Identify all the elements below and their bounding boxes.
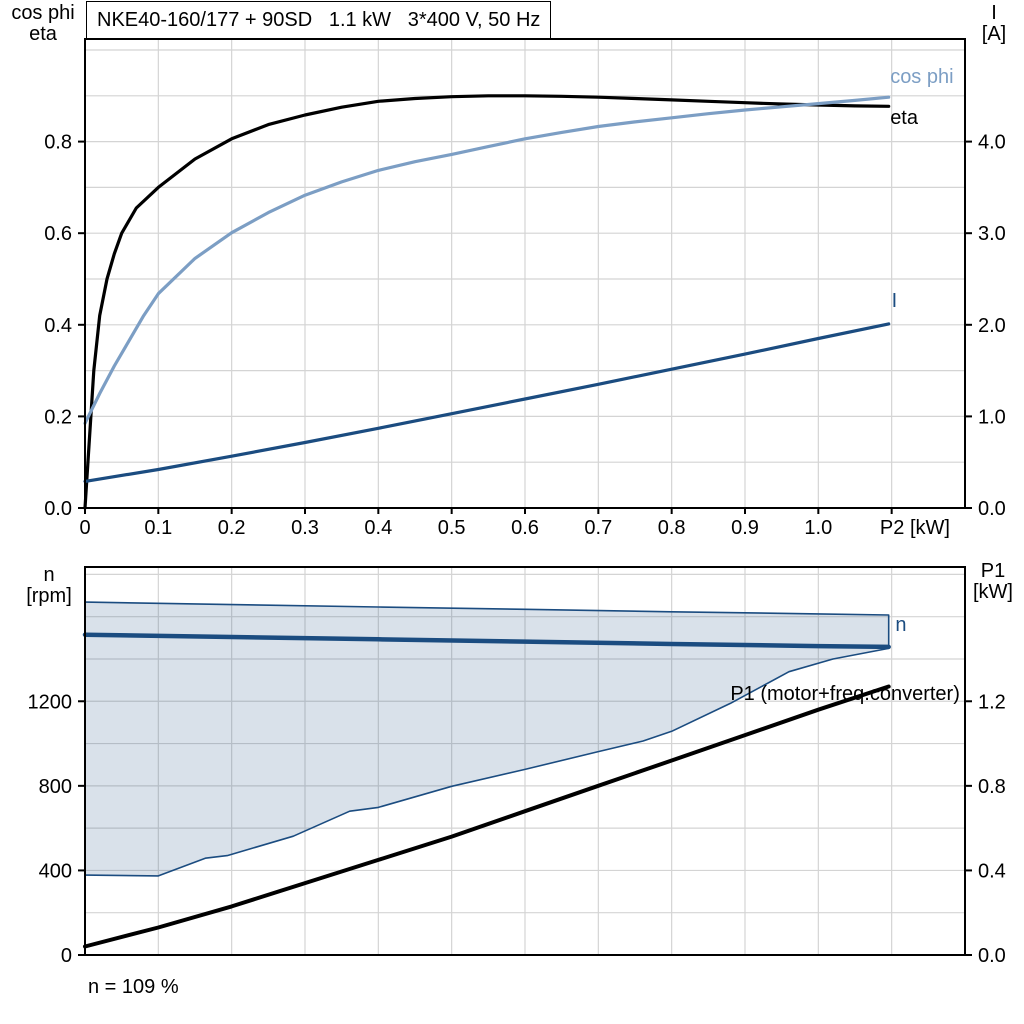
left-axis-title-bottom-chart: n [rpm]	[16, 565, 82, 607]
y-right-tick-label: 2.0	[978, 315, 1006, 337]
y-right-tick-label: 1.2	[978, 691, 1006, 713]
curve-label-cos-phi: cos phi	[890, 66, 953, 88]
curve-label-n: n	[895, 614, 906, 636]
x-tick-label: 0.6	[511, 517, 539, 539]
y-left-tick-label: 0.0	[44, 498, 72, 520]
right-axis-title-bottom-chart: P1 [kW]	[964, 561, 1022, 603]
y-right-tick-label: 3.0	[978, 223, 1006, 245]
x-tick-label: 0	[79, 517, 90, 539]
x-tick-label: 0.1	[144, 517, 172, 539]
y-left-tick-label: 0	[61, 945, 72, 967]
x-tick-label: 0.2	[218, 517, 246, 539]
y-left-tick-label: 0.2	[44, 406, 72, 428]
y-right-tick-label: 1.0	[978, 406, 1006, 428]
y-left-tick-label: 0.8	[44, 132, 72, 154]
right-axis-title-top-chart: I [A]	[968, 3, 1020, 45]
x-tick-label: 0.9	[731, 517, 759, 539]
x-tick-label: 0.3	[291, 517, 319, 539]
x-tick-label: 0.8	[658, 517, 686, 539]
chart-title: NKE40-160/177 + 90SD 1.1 kW 3*400 V, 50 …	[86, 1, 552, 39]
y-right-tick-label: 0.4	[978, 860, 1006, 882]
speed-power-chart: 0 400 800 1200 0.0 0.4 0.8 1.2 n P1 (motor+freq.c…	[28, 566, 1006, 967]
plot-frame	[84, 566, 966, 956]
y-left-tick-label: 800	[39, 776, 72, 798]
series-eta	[83, 94, 891, 510]
series-p1-motor-freq-converter-	[83, 684, 891, 949]
y-right-tick-label: 4.0	[978, 132, 1006, 154]
current-axis-label: I	[991, 2, 997, 24]
curve-label-eta: eta	[890, 107, 919, 129]
speed-percentage-note: n = 109 %	[88, 976, 179, 998]
y-right-tick-label: 0.8	[978, 776, 1006, 798]
series-cos-phi	[83, 95, 891, 425]
left-axis-title-top-chart: cos phi eta	[4, 3, 82, 45]
y-left-tick-label: 0.6	[44, 223, 72, 245]
speed-control-range-fill	[85, 602, 889, 876]
power-axis-unit: [kW]	[973, 581, 1013, 603]
x-tick-label: 0.5	[438, 517, 466, 539]
cos-phi-axis-label: cos phi	[11, 2, 75, 24]
curve-label-p1-motor-freq-converter-: P1 (motor+freq.converter)	[730, 683, 960, 705]
power-axis-label: P1	[980, 560, 1006, 582]
series-i	[83, 322, 891, 483]
y-right-tick-label: 0.0	[978, 498, 1006, 520]
x-tick-label: 0.7	[584, 517, 612, 539]
speed-axis-label: n	[43, 564, 55, 586]
series-n	[82, 632, 891, 650]
y-left-tick-label: 1200	[28, 691, 73, 713]
x-tick-label: 0.4	[364, 517, 392, 539]
eta-axis-label: eta	[29, 23, 57, 45]
y-right-tick-label: 0.0	[978, 945, 1006, 967]
y-left-tick-label: 0.4	[44, 315, 72, 337]
speed-axis-unit: [rpm]	[26, 585, 72, 607]
x-tick-label: 1.0	[804, 517, 832, 539]
speed-control-range-border	[84, 601, 890, 877]
curve-label-i: I	[892, 290, 898, 312]
y-left-tick-label: 400	[39, 860, 72, 882]
efficiency-current-chart: 0 0.1 0.2 0.3 0.4 0.5 0.6 0.7 0.8 0.9 1.0 P2 [kW] 0.…	[44, 38, 1006, 539]
current-axis-unit: [A]	[981, 23, 1007, 45]
x-axis-unit-label: P2 [kW]	[880, 517, 950, 539]
